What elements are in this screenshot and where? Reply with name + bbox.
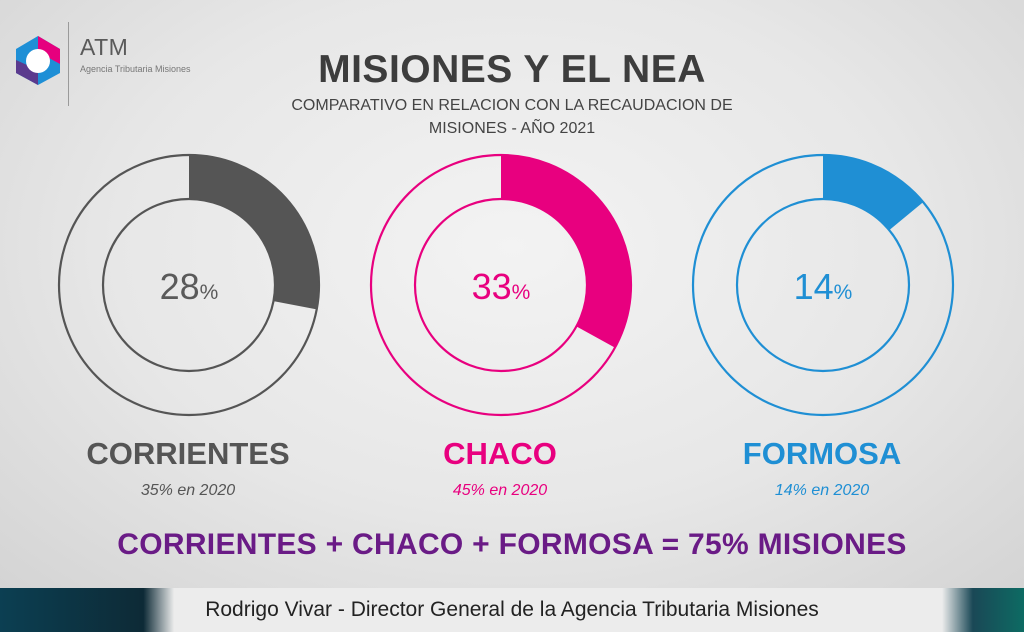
atm-logo — [16, 36, 60, 85]
percentage-label: 14% — [688, 266, 958, 308]
province-name-formosa: FORMOSA — [742, 436, 902, 471]
brand-name: ATM — [80, 34, 129, 60]
percentage-value: 28 — [159, 266, 200, 307]
donut-arc-formosa — [823, 155, 924, 231]
presentation-slide: ATM Agencia Tributaria Misiones MISIONES… — [0, 0, 1024, 588]
donut-chaco: 33% — [366, 150, 636, 420]
speaker-caption: Rodrigo Vivar - Director General de la A… — [205, 598, 819, 621]
percentage-value: 14 — [793, 266, 834, 307]
percentage-value: 33 — [471, 266, 512, 307]
percentage-label: 28% — [54, 266, 324, 308]
percent-sign: % — [511, 281, 531, 304]
province-name-chaco: CHACO — [443, 436, 557, 471]
percent-sign: % — [199, 281, 219, 304]
donut-corrientes: 28% — [54, 150, 324, 420]
previous-year-chaco: 45% en 2020 — [452, 482, 548, 499]
brand-subtitle: Agencia Tributaria Misiones — [80, 64, 191, 74]
slide-title: MISIONES Y EL NEA — [318, 48, 706, 91]
slide-subtitle: COMPARATIVO EN RELACION CON LA RECAUDACI… — [291, 97, 733, 137]
previous-year-corrientes: 35% en 2020 — [140, 482, 236, 499]
percentage-label: 33% — [366, 266, 636, 308]
lower-third-bar — [0, 588, 1024, 632]
donut-arc-chaco — [501, 155, 631, 348]
percent-sign: % — [833, 281, 853, 304]
previous-year-formosa: 14% en 2020 — [774, 482, 870, 499]
donut-formosa: 14% — [688, 150, 958, 420]
summary-statement: CORRIENTES + CHACO + FORMOSA = 75% MISIO… — [117, 528, 907, 561]
donut-arc-corrientes — [189, 155, 320, 310]
province-name-corrientes: CORRIENTES — [86, 436, 290, 471]
logo-separator — [68, 22, 69, 106]
donut-charts: 28% 33% 14% — [0, 150, 1024, 420]
